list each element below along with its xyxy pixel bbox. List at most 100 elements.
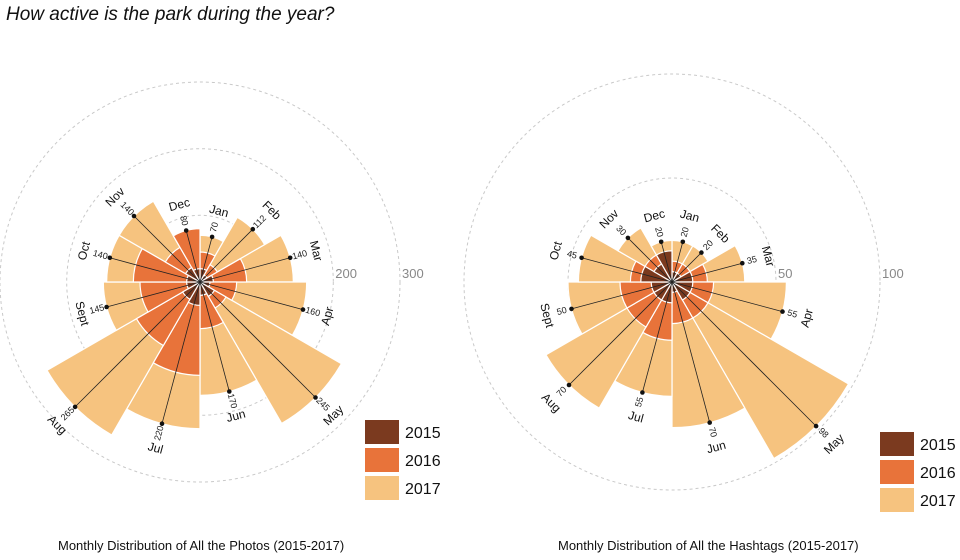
value-leader-line xyxy=(671,281,783,312)
value-label: 35 xyxy=(746,254,758,266)
month-label-jun: Jun xyxy=(225,407,247,426)
value-leader-line xyxy=(671,262,743,283)
month-label-oct: Oct xyxy=(75,239,94,261)
value-dot xyxy=(227,389,232,394)
value-leader-line xyxy=(133,215,201,283)
value-dot xyxy=(569,306,574,312)
legend-label-2015: 2015 xyxy=(405,425,441,442)
value-leader-line xyxy=(627,237,673,283)
value-leader-line xyxy=(199,236,213,283)
value-dot xyxy=(780,309,785,314)
grid-ring xyxy=(66,148,334,416)
value-label: 170 xyxy=(226,392,240,409)
value-label: 20 xyxy=(653,226,665,238)
legend-label-2017: 2017 xyxy=(405,481,441,498)
value-leader-line xyxy=(642,281,673,393)
value-leader-line xyxy=(106,281,201,308)
month-label-apr: Apr xyxy=(798,307,816,329)
value-dot xyxy=(250,226,256,232)
value-dot xyxy=(209,234,215,240)
month-label-dec: Dec xyxy=(642,206,666,225)
month-label-jul: Jul xyxy=(627,408,645,425)
value-label: 55 xyxy=(633,396,645,408)
value-label: 98 xyxy=(817,426,831,440)
value-label: 20 xyxy=(679,226,691,238)
value-leader-line xyxy=(571,281,673,310)
grid-ring xyxy=(463,73,881,491)
value-dot xyxy=(658,239,664,245)
value-label: 140 xyxy=(92,248,109,262)
value-leader-line xyxy=(199,257,291,283)
value-label: 30 xyxy=(614,223,628,237)
month-label-jun: Jun xyxy=(705,438,727,457)
value-label: 80 xyxy=(178,215,190,227)
legend-label-2016: 2016 xyxy=(405,453,441,470)
month-label-oct: Oct xyxy=(547,239,566,261)
legend-swatch-2017 xyxy=(365,476,399,500)
month-label-mar: Mar xyxy=(759,244,778,268)
month-label-dec: Dec xyxy=(167,195,191,214)
value-leader-line xyxy=(109,257,201,283)
value-label: 160 xyxy=(304,305,321,319)
value-dot xyxy=(640,390,645,395)
value-leader-line xyxy=(671,281,711,423)
value-dot xyxy=(625,235,631,241)
value-label: 50 xyxy=(556,305,568,317)
value-leader-line xyxy=(199,228,254,283)
legend-label-2017: 2017 xyxy=(920,493,956,510)
month-label-mar: Mar xyxy=(307,239,326,263)
legend-swatch-2015 xyxy=(880,432,914,456)
value-label: 70 xyxy=(554,384,568,398)
legend-label-2015: 2015 xyxy=(920,437,956,454)
value-dot xyxy=(72,404,78,410)
value-leader-line xyxy=(199,281,316,398)
value-label: 45 xyxy=(566,248,578,260)
legend-swatch-2015 xyxy=(365,420,399,444)
legend-swatch-2016 xyxy=(365,448,399,472)
value-dot xyxy=(699,250,704,255)
value-dot xyxy=(183,228,189,233)
value-leader-line xyxy=(660,241,673,283)
value-dot xyxy=(159,421,165,427)
value-leader-line xyxy=(671,241,684,283)
month-label-apr: Apr xyxy=(318,305,336,327)
value-dot xyxy=(104,304,109,310)
value-label: 220 xyxy=(152,425,166,442)
value-label: 140 xyxy=(291,248,308,262)
value-dot xyxy=(680,239,686,245)
grid-ring xyxy=(0,81,401,483)
value-label: 145 xyxy=(88,302,105,316)
month-label-sept: Sept xyxy=(537,302,557,330)
value-leader-line xyxy=(185,230,201,283)
value-leader-line xyxy=(199,281,230,392)
legend-swatch-2016 xyxy=(880,460,914,484)
photos-polar-chart: 10020030070Jan112Feb140Mar160Apr245May17… xyxy=(0,81,441,500)
value-leader-line xyxy=(671,281,817,427)
value-dot xyxy=(313,395,318,400)
photos-chart-caption: Monthly Distribution of All the Photos (… xyxy=(58,538,345,553)
ring-tick-label: 300 xyxy=(402,266,424,281)
value-leader-line xyxy=(74,281,201,408)
month-label-jan: Jan xyxy=(679,207,701,226)
hashtags-chart-caption: Monthly Distribution of All the Hashtags… xyxy=(558,538,859,553)
value-label: 55 xyxy=(786,307,798,319)
month-label-sept: Sept xyxy=(72,300,92,328)
value-leader-line xyxy=(161,281,201,424)
value-leader-line xyxy=(568,281,673,386)
value-dot xyxy=(579,255,584,261)
value-leader-line xyxy=(199,281,304,310)
value-dot xyxy=(287,255,293,261)
ring-tick-label: 200 xyxy=(335,266,357,281)
value-leader-line xyxy=(581,257,673,283)
value-dot xyxy=(300,307,306,312)
month-label-jul: Jul xyxy=(146,439,164,456)
value-leader-line xyxy=(671,252,702,283)
legend-label-2016: 2016 xyxy=(920,465,956,482)
ring-tick-label: 50 xyxy=(778,266,792,281)
value-label: 20 xyxy=(701,238,715,252)
value-dot xyxy=(131,213,137,219)
value-label: 70 xyxy=(208,221,220,233)
value-label: 70 xyxy=(707,426,719,438)
